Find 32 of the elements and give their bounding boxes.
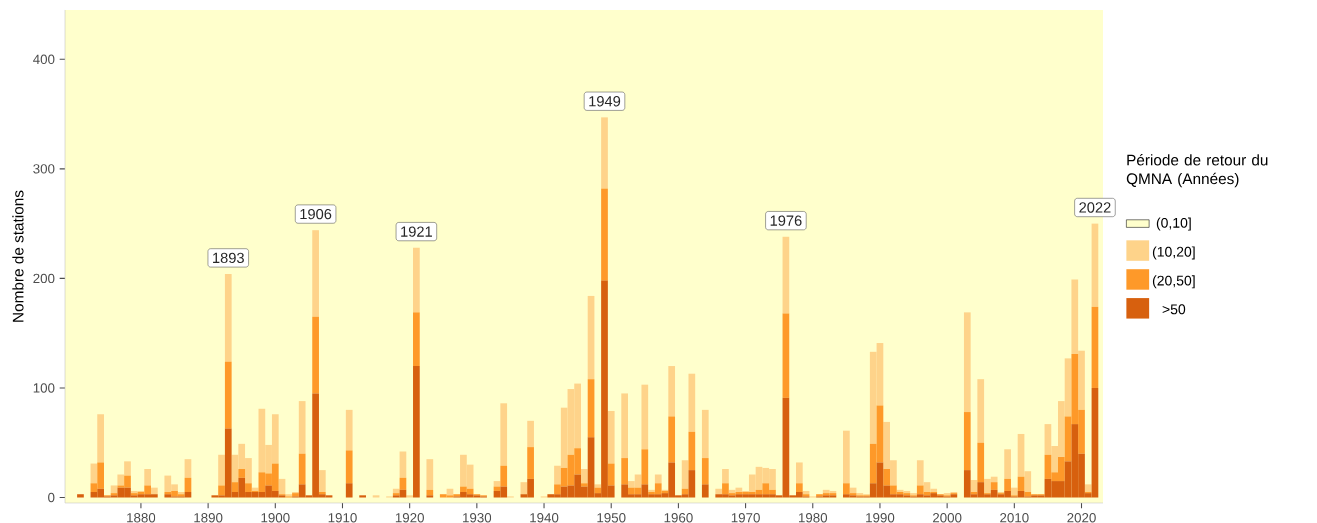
annotation: 2022: [1079, 202, 1111, 213]
x-tick-label: 1880: [127, 513, 156, 523]
x-tick-label: 1970: [731, 513, 760, 523]
y-axis-title: Nombre de stations: [12, 190, 24, 322]
y-tick-label: 400: [33, 54, 55, 65]
x-tick-label: 1940: [530, 513, 559, 523]
y-tick-label: 0: [48, 492, 55, 503]
y-tick-label: 100: [33, 383, 55, 393]
annotation: 1949: [589, 96, 621, 107]
annotation: 1906: [300, 208, 332, 220]
annotation: 1921: [401, 226, 432, 237]
legend-title: Période de retour du QMNA (Années): [1126, 154, 1268, 188]
x-tick-label: 1910: [328, 513, 357, 523]
y-tick-label: 200: [33, 273, 55, 284]
x-tick-label: 1950: [597, 513, 626, 523]
x-tick-label: 2010: [1000, 513, 1029, 523]
x-tick-label: 1900: [261, 513, 290, 523]
x-tick-label: 1920: [395, 513, 424, 523]
legend-label: (20,50]: [1152, 275, 1195, 289]
annotation: 1893: [213, 252, 244, 264]
x-tick-label: 1960: [664, 513, 693, 523]
legend-label: (0,10]: [1156, 217, 1191, 231]
x-tick-label: 1990: [866, 513, 895, 523]
x-tick-label: 2020: [1067, 513, 1096, 523]
legend-label: >50: [1162, 304, 1186, 315]
x-tick-label: 1930: [463, 513, 492, 523]
legend-label: (10,20]: [1152, 246, 1195, 260]
x-tick-label: 1980: [798, 513, 828, 523]
y-tick-label: 300: [33, 164, 55, 174]
x-tick-label: 2000: [932, 513, 962, 523]
annotation: 1976: [770, 215, 802, 226]
x-tick-label: 1890: [194, 513, 223, 523]
